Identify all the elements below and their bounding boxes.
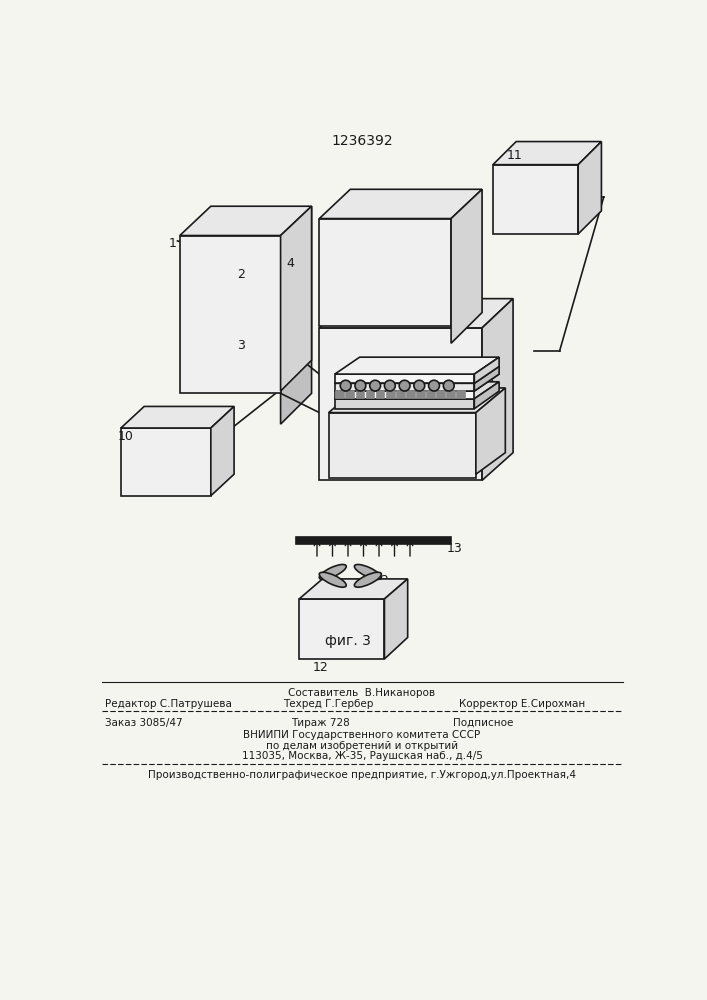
Text: Корректор Е.Сирохман: Корректор Е.Сирохман (460, 699, 585, 709)
Polygon shape (121, 406, 234, 428)
Polygon shape (335, 399, 474, 409)
Polygon shape (397, 391, 404, 398)
Polygon shape (474, 382, 499, 409)
Polygon shape (281, 206, 312, 424)
Text: Тираж 728: Тираж 728 (291, 718, 350, 728)
Text: 13: 13 (446, 542, 462, 555)
Text: 4: 4 (287, 257, 295, 270)
Bar (267, 382, 279, 391)
Text: 113035, Москва, Ж-35, Раушская наб., д.4/5: 113035, Москва, Ж-35, Раушская наб., д.4… (242, 751, 482, 761)
Ellipse shape (320, 572, 346, 587)
Polygon shape (476, 388, 506, 474)
Polygon shape (211, 406, 234, 496)
Circle shape (340, 380, 351, 391)
Polygon shape (482, 299, 513, 480)
Text: 3: 3 (237, 339, 245, 352)
Polygon shape (335, 374, 474, 383)
Text: 1236392: 1236392 (331, 134, 393, 148)
Circle shape (399, 380, 410, 391)
Polygon shape (448, 391, 455, 398)
Polygon shape (180, 235, 281, 393)
Polygon shape (121, 428, 211, 496)
Text: 12: 12 (313, 661, 329, 674)
Text: 5: 5 (485, 385, 493, 398)
Text: ВНИИПИ Государственного комитета СССР: ВНИИПИ Государственного комитета СССР (243, 730, 481, 740)
Polygon shape (335, 357, 499, 374)
Text: 12: 12 (373, 574, 390, 587)
Circle shape (385, 380, 395, 391)
Text: Составитель  В.Никаноров: Составитель В.Никаноров (288, 688, 436, 698)
Text: 7: 7 (485, 396, 493, 409)
Text: 2: 2 (237, 268, 245, 281)
Text: по делам изобретений и открытий: по делам изобретений и открытий (266, 741, 458, 751)
Polygon shape (299, 579, 408, 599)
Polygon shape (320, 328, 482, 480)
Polygon shape (180, 206, 312, 235)
Polygon shape (385, 579, 408, 659)
Polygon shape (329, 388, 506, 413)
Polygon shape (474, 366, 499, 391)
Text: Техред Г.Гербер: Техред Г.Гербер (284, 699, 374, 709)
Polygon shape (407, 391, 414, 398)
Text: 11: 11 (507, 149, 522, 162)
Polygon shape (356, 391, 364, 398)
Polygon shape (299, 599, 385, 659)
Text: 1: 1 (169, 237, 177, 250)
Ellipse shape (320, 564, 346, 579)
Text: 8: 8 (485, 406, 493, 419)
Polygon shape (335, 383, 474, 391)
Text: 10: 10 (118, 430, 134, 443)
Ellipse shape (354, 564, 381, 579)
Circle shape (370, 380, 380, 391)
Polygon shape (320, 189, 482, 219)
Text: 6: 6 (485, 374, 493, 387)
Text: Производственно-полиграфическое предприятие, г.Ужгород,ул.Проектная,4: Производственно-полиграфическое предприя… (148, 770, 576, 780)
Circle shape (414, 380, 425, 391)
Polygon shape (281, 206, 312, 391)
Text: 9: 9 (420, 466, 428, 480)
Text: Редактор С.Патрушева: Редактор С.Патрушева (105, 699, 233, 709)
Polygon shape (387, 391, 395, 398)
Polygon shape (417, 391, 425, 398)
Polygon shape (377, 391, 385, 398)
Polygon shape (337, 391, 344, 398)
Polygon shape (346, 391, 354, 398)
Circle shape (355, 380, 366, 391)
Bar (212, 337, 230, 349)
Polygon shape (578, 142, 602, 234)
Polygon shape (335, 374, 499, 391)
Polygon shape (457, 391, 465, 398)
Polygon shape (474, 357, 499, 383)
Polygon shape (437, 391, 445, 398)
Ellipse shape (354, 572, 381, 587)
Polygon shape (493, 165, 578, 234)
Circle shape (443, 380, 454, 391)
Polygon shape (367, 391, 374, 398)
Text: Подписное: Подписное (453, 718, 514, 728)
Text: Заказ 3085/47: Заказ 3085/47 (105, 718, 183, 728)
Polygon shape (335, 382, 499, 399)
Polygon shape (320, 299, 513, 328)
Polygon shape (329, 413, 476, 478)
Polygon shape (296, 537, 451, 544)
Text: фиг. 3: фиг. 3 (325, 634, 371, 648)
Bar (212, 265, 230, 276)
Circle shape (428, 380, 440, 391)
Polygon shape (451, 189, 482, 343)
Polygon shape (427, 391, 435, 398)
Polygon shape (320, 219, 451, 326)
Polygon shape (335, 391, 474, 399)
Polygon shape (493, 142, 602, 165)
Polygon shape (335, 366, 499, 383)
